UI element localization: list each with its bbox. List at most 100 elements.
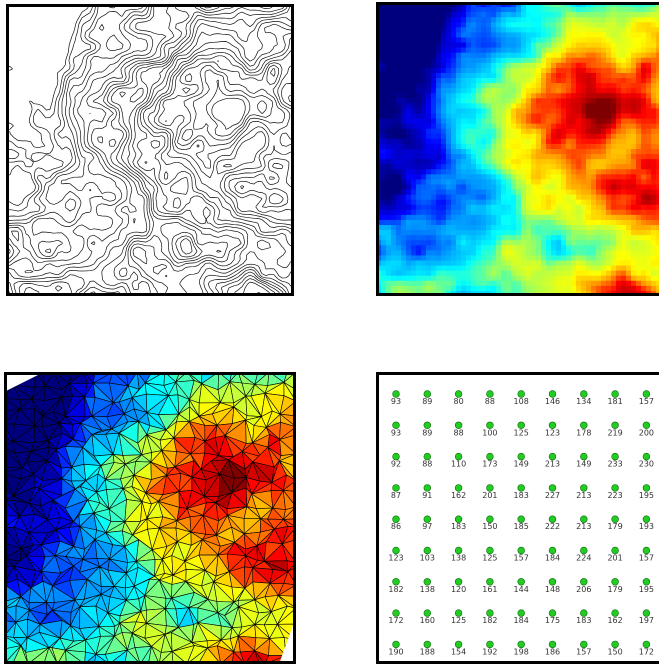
heat-cell [576, 245, 582, 251]
heat-cell [476, 27, 482, 33]
heat-cell [566, 210, 572, 216]
heat-cell [651, 261, 657, 267]
heat-cell [521, 129, 527, 135]
heat-cell [381, 195, 387, 201]
heat-cell [611, 235, 617, 241]
heat-cell [611, 119, 617, 125]
heat-cell [646, 195, 652, 201]
heat-cell [386, 215, 392, 221]
heat-cell [541, 240, 547, 246]
sample-value-label: 138 [420, 585, 435, 594]
heat-cell [601, 149, 607, 155]
heat-cell [411, 190, 417, 196]
heat-cell [421, 78, 427, 84]
heat-cell [641, 98, 647, 104]
heat-cell [616, 17, 622, 23]
heat-cell [416, 134, 422, 140]
heat-cell [416, 205, 422, 211]
heat-cell [511, 190, 517, 196]
heat-cell [531, 230, 537, 236]
heat-cell [526, 255, 532, 261]
heat-cell [531, 68, 537, 74]
heat-cell [646, 124, 652, 130]
heat-cell [491, 169, 497, 175]
heat-cell [471, 108, 477, 114]
heat-cell [506, 32, 512, 38]
heat-cell [426, 174, 432, 180]
heat-cell [486, 215, 492, 221]
heat-cell [476, 139, 482, 145]
heat-cell [606, 144, 612, 150]
heat-cell [626, 159, 632, 165]
heat-cell [416, 184, 422, 190]
heat-cell [561, 68, 567, 74]
heat-cell [586, 250, 592, 256]
heat-cell [411, 210, 417, 216]
heat-cell [511, 93, 517, 99]
heat-cell [541, 179, 547, 185]
heat-cell [631, 255, 637, 261]
heat-cell [481, 164, 487, 170]
heat-cell [391, 124, 397, 130]
heat-cell [471, 43, 477, 49]
heat-cell [516, 37, 522, 43]
heat-cell [506, 7, 512, 13]
sample-value-label: 149 [514, 460, 529, 469]
heat-cell [441, 164, 447, 170]
heat-cell [496, 22, 502, 28]
heat-cell [526, 240, 532, 246]
heat-cell [521, 27, 527, 33]
heat-cell [646, 68, 652, 74]
heat-cell [546, 281, 552, 287]
heat-cell [421, 210, 427, 216]
heat-cell [646, 88, 652, 94]
heat-cell [491, 43, 497, 49]
heat-cell [431, 124, 437, 130]
heat-cell [546, 43, 552, 49]
heat-cell [506, 48, 512, 54]
heat-cell [646, 93, 652, 99]
heat-cell [641, 53, 647, 59]
heat-cell [506, 103, 512, 109]
heat-cell [401, 266, 407, 272]
heat-cell [391, 240, 397, 246]
heat-cell [511, 68, 517, 74]
heat-cell [486, 53, 492, 59]
heat-cell [571, 190, 577, 196]
heat-cell [461, 154, 467, 160]
heat-cell [426, 240, 432, 246]
heat-cell [646, 154, 652, 160]
heat-cell [471, 179, 477, 185]
heat-cell [446, 37, 452, 43]
heat-cell [611, 93, 617, 99]
heat-cell [551, 159, 557, 165]
heat-cell [566, 195, 572, 201]
heat-cell [471, 22, 477, 28]
heat-cell [561, 179, 567, 185]
heat-cell [571, 108, 577, 114]
heat-cell [381, 144, 387, 150]
heat-cell [436, 164, 442, 170]
heat-cell [531, 93, 537, 99]
heat-cell [526, 7, 532, 13]
heat-cell [626, 114, 632, 120]
heat-cell [541, 73, 547, 79]
heat-cell [591, 78, 597, 84]
heat-cell [426, 22, 432, 28]
heat-cell [496, 281, 502, 287]
heat-cell [586, 190, 592, 196]
heat-cell [481, 73, 487, 79]
heat-cell [546, 73, 552, 79]
heat-cell [531, 174, 537, 180]
heat-cell [496, 7, 502, 13]
heat-cell [531, 286, 537, 292]
heat-cell [556, 83, 562, 89]
heat-cell [576, 195, 582, 201]
heat-cell [526, 190, 532, 196]
heat-cell [486, 27, 492, 33]
heat-cell [581, 235, 587, 241]
heat-cell [626, 210, 632, 216]
heat-cell [566, 98, 572, 104]
heat-cell [616, 149, 622, 155]
heat-cell [496, 68, 502, 74]
